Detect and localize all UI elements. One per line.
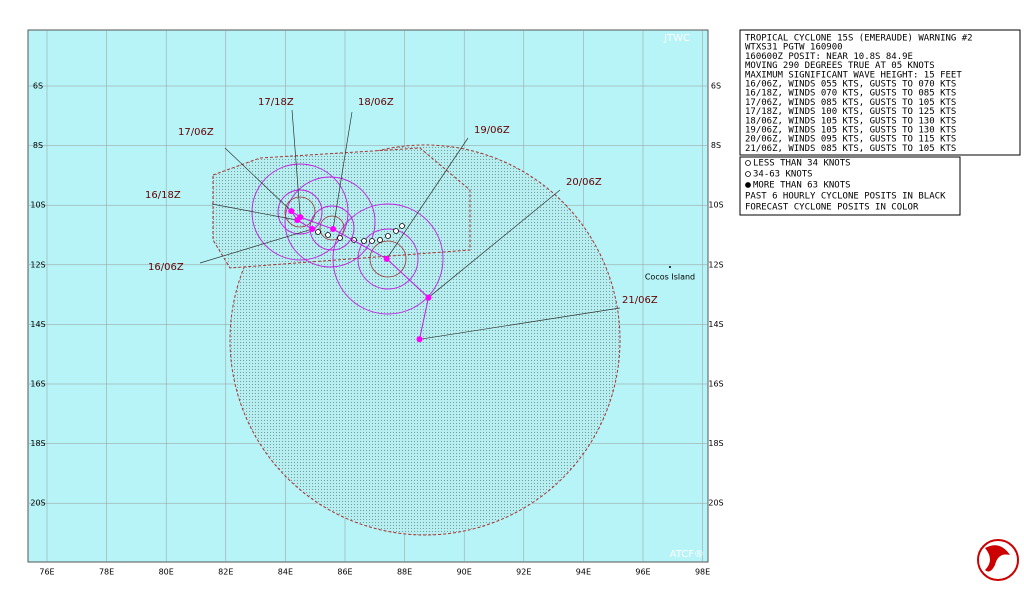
lat-label: 6S — [711, 82, 721, 91]
lat-label: 8S — [711, 141, 721, 150]
legend-line: PAST 6 HOURLY CYCLONE POSITS IN BLACK — [745, 192, 946, 202]
legend-symbol — [745, 160, 751, 166]
forecast-label: 20/06Z — [566, 177, 602, 188]
forecast-label: 17/06Z — [178, 127, 214, 138]
warning-line: 19/06Z, WINDS 105 KTS, GUSTS TO 130 KTS — [745, 126, 956, 136]
forecast-posit — [309, 226, 316, 233]
forecast-posit — [288, 208, 295, 215]
warning-line: 20/06Z, WINDS 095 KTS, GUSTS TO 115 KTS — [745, 135, 956, 145]
warning-line: WTXS31 PGTW 160900 — [745, 43, 843, 53]
warning-line: 16/06Z, WINDS 055 KTS, GUSTS TO 070 KTS — [745, 80, 956, 90]
wind-radii — [251, 163, 444, 315]
lon-label: 76E — [39, 568, 54, 577]
legend-line: LESS THAN 34 KNOTS — [753, 159, 851, 169]
lat-label: 12S — [708, 260, 723, 269]
lon-label: 90E — [457, 568, 472, 577]
lon-label: 86E — [337, 568, 352, 577]
lon-label: 78E — [99, 568, 114, 577]
lat-label: 20S — [30, 499, 45, 508]
forecast-label: 16/06Z — [148, 262, 184, 273]
warning-line: 160600Z POSIT: NEAR 10.8S 84.9E — [745, 52, 913, 62]
lat-label: 20S — [708, 499, 723, 508]
forecast-posit — [425, 294, 432, 301]
lat-label: 18S — [708, 439, 723, 448]
lat-label: 6S — [33, 82, 43, 91]
leader-line — [224, 147, 292, 212]
legend-line: FORECAST CYCLONE POSITS IN COLOR — [745, 203, 919, 213]
wind-radii-inner — [284, 196, 407, 278]
leader-line — [291, 109, 301, 218]
lat-label: 16S — [708, 380, 723, 389]
agency: JTWC — [663, 33, 690, 44]
lon-label: 96E — [635, 568, 650, 577]
lat-label: 18S — [30, 439, 45, 448]
footer: ATCF® — [670, 549, 704, 560]
lon-label: 98E — [695, 568, 710, 577]
leader-line — [428, 189, 561, 298]
forecast-posit — [330, 226, 337, 233]
logo — [977, 539, 1019, 581]
legend-line: MORE THAN 63 KNOTS — [753, 181, 851, 191]
lon-label: 84E — [278, 568, 293, 577]
forecast-label: 21/06Z — [622, 295, 658, 306]
forecast-posit — [297, 214, 304, 221]
lon-label: 94E — [576, 568, 591, 577]
lat-label: 14S — [30, 320, 45, 329]
forecast-label: 16/18Z — [145, 190, 181, 201]
legend-symbol — [745, 182, 751, 188]
warning-line: MOVING 290 DEGREES TRUE AT 05 KNOTS — [745, 61, 935, 71]
forecast-posit — [383, 255, 390, 262]
leader-line — [386, 137, 469, 260]
lat-label: 10S — [708, 201, 723, 210]
leader-line — [199, 228, 313, 264]
island-label: Cocos Island — [645, 273, 695, 282]
lon-label: 80E — [159, 568, 174, 577]
leader-line — [211, 203, 298, 221]
legend-box — [739, 156, 961, 216]
leader-line — [332, 111, 353, 230]
warning-line: 16/18Z, WINDS 070 KTS, GUSTS TO 085 KTS — [745, 89, 956, 99]
legend-line: 34-63 KNOTS — [753, 170, 813, 180]
warning-line: 18/06Z, WINDS 105 KTS, GUSTS TO 130 KTS — [745, 116, 956, 126]
warning-line: 21/06Z, WINDS 085 KTS, GUSTS TO 105 KTS — [745, 144, 956, 154]
warning-line: 17/06Z, WINDS 085 KTS, GUSTS TO 105 KTS — [745, 98, 956, 108]
past-track — [315, 223, 405, 244]
forecast-label: 18/06Z — [358, 97, 394, 108]
lon-label: 82E — [218, 568, 233, 577]
leader-line — [419, 307, 621, 340]
forecast-label: 19/06Z — [474, 125, 510, 136]
lat-label: 16S — [30, 380, 45, 389]
warning-line: MAXIMUM SIGNIFICANT WAVE HEIGHT: 15 FEET — [745, 70, 962, 80]
lat-label: 12S — [30, 260, 45, 269]
warning-line: 17/18Z, WINDS 100 KTS, GUSTS TO 125 KTS — [745, 107, 956, 117]
lat-label: 10S — [30, 201, 45, 210]
warning-line: TROPICAL CYCLONE 15S (EMERAUDE) WARNING … — [745, 34, 973, 44]
forecast-posit — [416, 336, 423, 343]
forecast-label: 17/18Z — [258, 97, 294, 108]
lon-label: 92E — [516, 568, 531, 577]
warning-box — [739, 29, 1021, 156]
lat-label: 14S — [708, 320, 723, 329]
legend-symbol — [745, 171, 751, 177]
lon-label: 88E — [397, 568, 412, 577]
lat-label: 8S — [33, 141, 43, 150]
island-dot — [669, 266, 671, 268]
